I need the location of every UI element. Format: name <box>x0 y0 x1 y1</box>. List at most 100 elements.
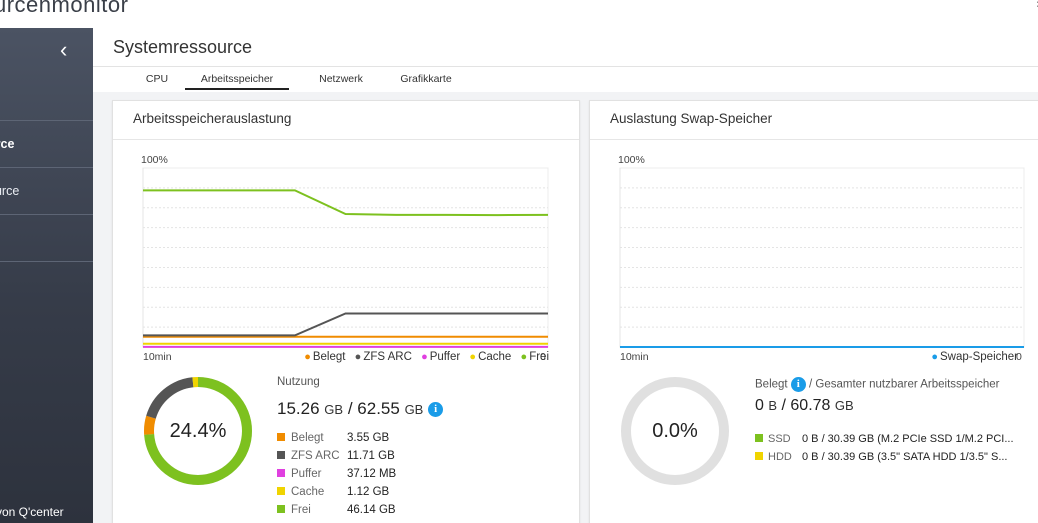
page-title: Systemressource <box>113 37 253 57</box>
color-swatch <box>277 468 285 477</box>
breakdown-label: Cache <box>291 486 325 498</box>
sidebar-item-systemressource[interactable]: urce <box>0 121 93 167</box>
memory-usage-card: Arbeitsspeicherauslastung 100% 10min 0 ● Be… <box>112 100 580 523</box>
ring-percent-label: 24.4% <box>169 420 227 442</box>
breakdown-row: Cache 1.12 GB <box>277 486 389 500</box>
memory-usage-chart: 100% 10min 0 <box>141 154 549 363</box>
legend-label: Frei <box>529 351 549 363</box>
legend-item: ● Cache <box>469 351 511 363</box>
tab-grafikkarte[interactable]: Grafikkarte <box>400 73 452 85</box>
collapse-sidebar-icon[interactable]: ‹ <box>60 37 68 62</box>
swap-usage-chart: 100% 10min 0 <box>618 154 1025 363</box>
usage-value: 15.26 GB / 62.55 GB i <box>277 399 444 419</box>
ring-track <box>621 377 729 485</box>
caption-rest: / Gesamter nutzbarer Arbeitsspeicher <box>809 378 1000 391</box>
swap-card-title: Auslastung Swap-Speicher <box>610 111 773 126</box>
legend-dot: ● <box>304 351 311 363</box>
legend-label: ZFS ARC <box>363 351 412 363</box>
x-label-right: 0 <box>1016 351 1022 363</box>
legend-dot: ● <box>354 351 362 363</box>
memory-chart-legend: ● Belegt ● ZFS ARC ● Puffer ● Cache ● Frei <box>298 351 549 363</box>
color-swatch <box>277 486 285 495</box>
legend-dot: ● <box>469 351 477 363</box>
legend-item: ● Frei <box>521 351 549 363</box>
more-menu-icon[interactable]: ⋮ <box>1032 0 1038 9</box>
x-label-left: 10min <box>143 351 172 363</box>
breakdown-label: Puffer <box>291 468 322 480</box>
sidebar: ‹ urce ource von Q'center <box>0 28 93 523</box>
swap-device-row: HDD 0 B / 30.39 GB (3.5" SATA HDD 1/3.5" … <box>755 451 1008 463</box>
breakdown-row: ZFS ARC 11.71 GB <box>277 450 395 464</box>
used-unit: GB <box>324 402 344 417</box>
ring-graphic <box>621 377 729 485</box>
memory-card-title: Arbeitsspeicherauslastung <box>133 111 292 126</box>
device-value: 0 B / 30.39 GB (3.5" SATA HDD 1/3.5" S..… <box>802 451 1008 463</box>
ring-graphic <box>144 377 252 485</box>
card-divider <box>113 139 579 140</box>
breakdown-label: Belegt <box>291 432 324 444</box>
device-value: 0 B / 30.39 GB (M.2 PCIe SSD 1/M.2 PCI..… <box>802 433 1014 445</box>
sidebar-item-ressource[interactable]: ource <box>0 168 93 214</box>
total-value: 60.78 <box>790 397 831 414</box>
slash: / <box>781 397 786 414</box>
breakdown-value: 1.12 GB <box>347 486 390 498</box>
ring-segment <box>144 377 252 485</box>
legend-label: Swap-Speicher <box>940 351 1018 363</box>
breakdown-label: Frei <box>291 504 311 516</box>
ring-segment <box>144 377 252 485</box>
tab-arbeitsspeicher[interactable]: Arbeitsspeicher <box>185 72 289 90</box>
usage-caption: Nutzung <box>277 376 320 388</box>
legend-item: ● Swap-Speicher <box>931 351 1018 363</box>
sidebar-divider <box>0 120 93 121</box>
breakdown-value: 46.14 GB <box>347 504 396 516</box>
tab-netzwerk[interactable]: Netzwerk <box>319 73 363 85</box>
legend-item: ● Belegt <box>304 351 345 363</box>
sidebar-divider <box>0 167 93 168</box>
total-unit: GB <box>834 398 854 413</box>
swap-usage-caption: Belegt i / Gesamter nutzbarer Arbeitsspe… <box>755 377 1000 392</box>
slash: / <box>347 399 353 418</box>
main-panel: Systemressource CPU Arbeitsspeicher Netz… <box>93 28 1038 523</box>
color-swatch <box>755 452 763 461</box>
device-label: SSD <box>768 433 791 445</box>
info-icon[interactable]: i <box>790 377 806 392</box>
memory-usage-ring: 24.4% <box>143 376 253 486</box>
legend-item: ● Puffer <box>421 351 460 363</box>
color-swatch <box>277 504 285 513</box>
app-title: urcenmonitor <box>0 0 129 17</box>
breakdown-row: Frei 46.14 GB <box>277 504 396 518</box>
breakdown-row: Belegt 3.55 GB <box>277 432 389 446</box>
breakdown-value: 11.71 GB <box>347 450 395 462</box>
card-divider <box>590 139 1038 140</box>
used-value: 15.26 <box>277 399 320 418</box>
swap-device-row: SSD 0 B / 30.39 GB (M.2 PCIe SSD 1/M.2 PC… <box>755 433 1014 445</box>
caption-used: Belegt <box>755 378 788 391</box>
swap-chart-legend: ● Swap-Speicher <box>925 351 1018 363</box>
ring-percent-label: 0.0% <box>652 420 698 442</box>
legend-dot: ● <box>931 351 939 363</box>
breakdown-label: ZFS ARC <box>291 450 340 462</box>
series-line-frei <box>143 189 549 217</box>
info-icon[interactable]: i <box>428 402 444 418</box>
swap-usage-value: 0 B / 60.78 GB <box>755 397 854 415</box>
used-value: 0 <box>755 397 764 414</box>
device-label: HDD <box>768 451 792 463</box>
plot-area <box>619 167 1025 348</box>
sidebar-item-label: ource <box>0 184 20 198</box>
total-value: 62.55 <box>357 399 400 418</box>
y-tick-label: 100% <box>141 154 168 166</box>
swap-usage-card: Auslastung Swap-Speicher 100% 10min 0 ● Swa… <box>589 100 1038 523</box>
title-divider <box>93 66 1038 67</box>
breakdown-value: 37.12 MB <box>347 468 397 480</box>
tab-cpu[interactable]: CPU <box>145 73 169 85</box>
sidebar-divider <box>0 214 93 215</box>
breakdown-value: 3.55 GB <box>347 432 390 444</box>
x-label-left: 10min <box>620 351 649 363</box>
sidebar-divider <box>0 261 93 262</box>
total-unit: GB <box>404 402 424 417</box>
legend-dot: ● <box>421 351 428 363</box>
color-swatch <box>755 434 763 443</box>
color-swatch <box>277 450 285 459</box>
sidebar-footer[interactable]: von Q'center <box>0 505 64 519</box>
used-unit: B <box>768 398 778 413</box>
